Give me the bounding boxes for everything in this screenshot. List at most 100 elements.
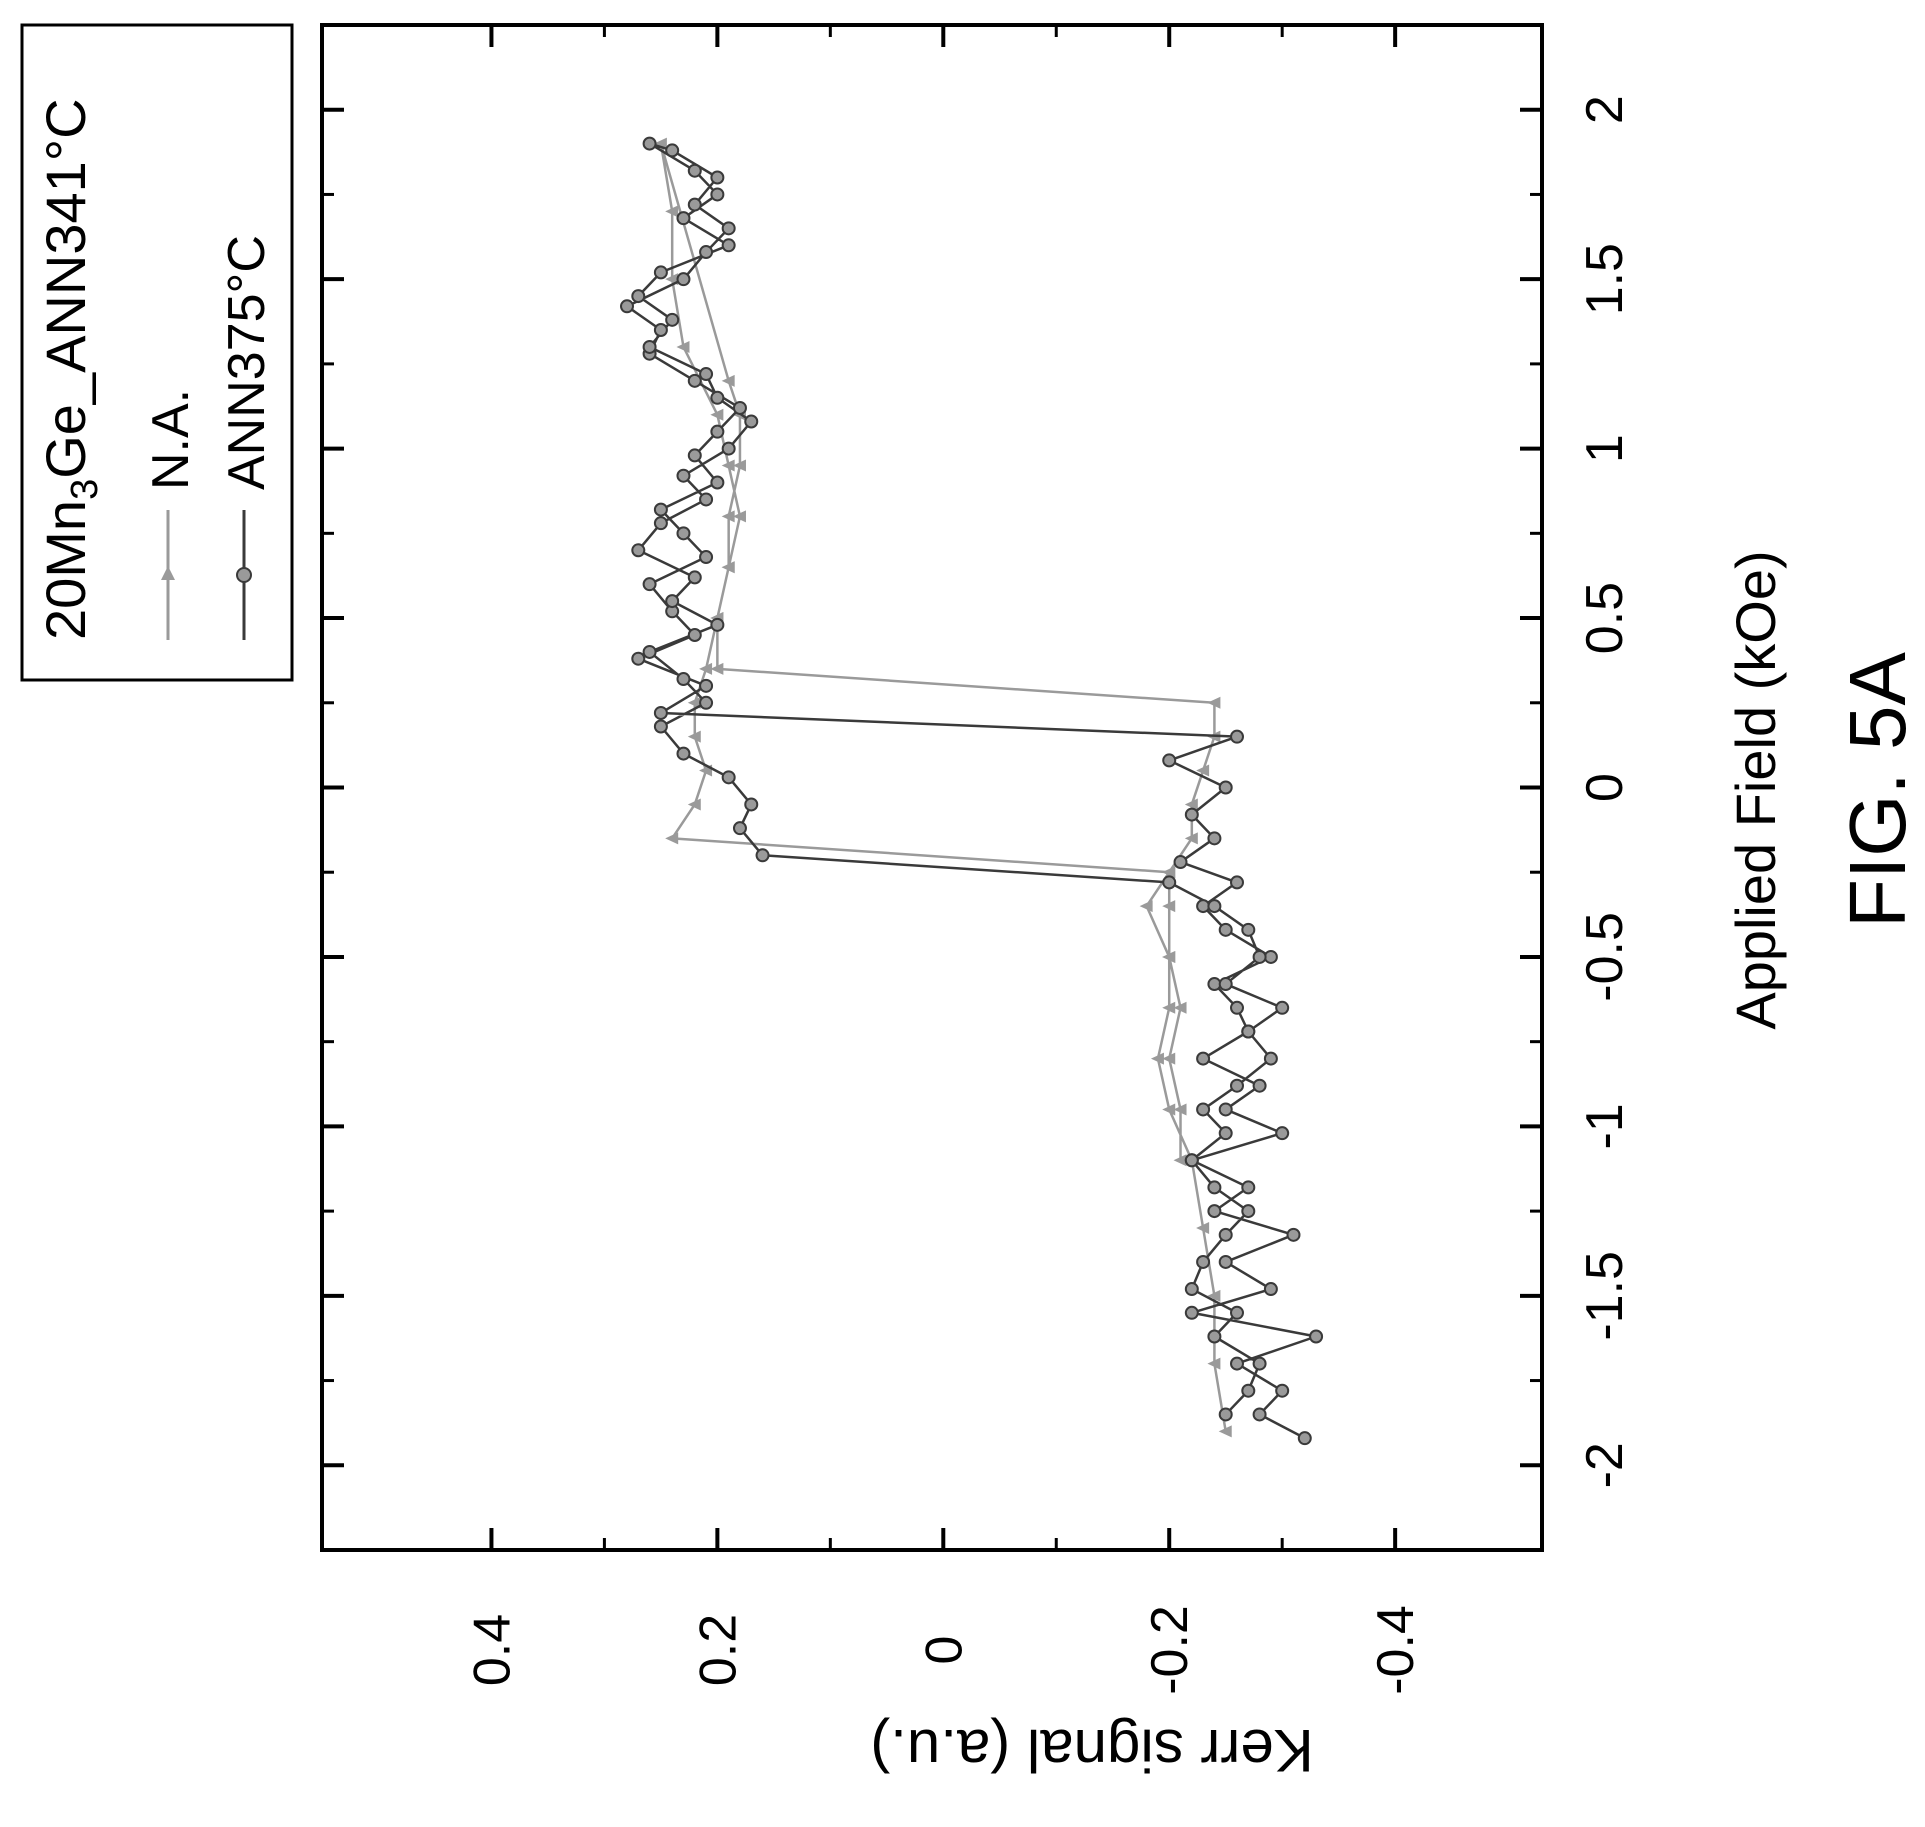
data-point bbox=[721, 221, 736, 236]
kerr-tick-label: 0.2 bbox=[689, 1614, 747, 1686]
data-point bbox=[676, 211, 691, 226]
field-tick-label: -0.5 bbox=[1576, 912, 1634, 1002]
data-point bbox=[721, 561, 735, 574]
data-point bbox=[1162, 1001, 1176, 1014]
data-point bbox=[699, 678, 714, 693]
data-point bbox=[1150, 1052, 1164, 1065]
data-point bbox=[1207, 1329, 1222, 1344]
data-point bbox=[1162, 1052, 1176, 1065]
data-point bbox=[1252, 1078, 1267, 1093]
data-point bbox=[1252, 1356, 1267, 1371]
data-point bbox=[665, 832, 679, 845]
series-ann375 bbox=[620, 136, 1324, 1446]
data-point bbox=[687, 570, 702, 585]
y-axis-label: Kerr signal (a.u.) bbox=[870, 1717, 1314, 1784]
field-tick-label: 1 bbox=[1576, 434, 1634, 463]
data-point bbox=[1218, 977, 1233, 992]
series-layer bbox=[620, 136, 1324, 1446]
data-point bbox=[676, 340, 690, 353]
data-point bbox=[1196, 1051, 1211, 1066]
legend-title: 20Mn3Ge_ANN341°C bbox=[34, 98, 106, 640]
data-point bbox=[631, 289, 646, 304]
series-line bbox=[659, 142, 1227, 1432]
data-point bbox=[721, 238, 736, 253]
data-point bbox=[1173, 1001, 1187, 1014]
figure-label: FIG. 5A bbox=[1833, 652, 1922, 928]
data-point bbox=[710, 170, 725, 185]
data-point bbox=[1196, 1102, 1211, 1117]
data-point bbox=[676, 672, 691, 687]
data-point bbox=[1230, 729, 1244, 744]
data-point bbox=[631, 651, 646, 666]
data-point bbox=[1184, 1282, 1199, 1297]
data-point bbox=[1241, 1180, 1256, 1195]
data-point bbox=[653, 516, 668, 531]
data-point bbox=[1184, 832, 1198, 845]
data-point bbox=[1196, 1222, 1210, 1235]
data-point bbox=[744, 414, 759, 429]
data-point bbox=[699, 550, 714, 565]
data-point bbox=[732, 459, 746, 472]
data-point bbox=[1230, 1305, 1244, 1320]
data-point bbox=[1218, 780, 1233, 795]
data-point bbox=[1275, 1000, 1290, 1015]
field-tick-label: 1.5 bbox=[1576, 243, 1634, 315]
data-point bbox=[1162, 950, 1176, 963]
data-point bbox=[1207, 1204, 1222, 1219]
data-point bbox=[1196, 899, 1211, 914]
data-point bbox=[676, 468, 691, 483]
kerr-tick-label: -0.2 bbox=[1141, 1605, 1199, 1695]
data-point bbox=[1162, 875, 1177, 890]
data-point bbox=[699, 662, 713, 675]
data-point bbox=[721, 374, 735, 387]
data-point bbox=[1263, 949, 1278, 964]
data-point bbox=[642, 577, 657, 592]
data-point bbox=[1173, 1103, 1187, 1116]
data-point bbox=[1207, 1180, 1222, 1195]
data-point bbox=[732, 400, 747, 415]
data-point bbox=[1218, 922, 1233, 937]
field-tick-label: 0 bbox=[1576, 773, 1634, 802]
data-point bbox=[721, 441, 736, 456]
data-point bbox=[1207, 977, 1222, 992]
data-point bbox=[687, 197, 702, 212]
data-point bbox=[1252, 1407, 1267, 1422]
data-point bbox=[1286, 1227, 1301, 1242]
data-point bbox=[642, 136, 657, 151]
data-point bbox=[631, 543, 646, 558]
data-point bbox=[1241, 1383, 1256, 1398]
data-point bbox=[653, 502, 668, 517]
data-point bbox=[1241, 1204, 1256, 1219]
data-point bbox=[687, 798, 701, 811]
data-point bbox=[1207, 696, 1221, 709]
data-point bbox=[1196, 764, 1210, 777]
data-point bbox=[687, 696, 701, 709]
field-tick-label: 2 bbox=[1576, 95, 1634, 124]
data-point bbox=[1173, 1154, 1187, 1167]
axis-tick-labels: -2 -1.5 -1 -0.5 0 0.5 1 1.5 2 0.4 0.2 0 -0.2 -0.4 bbox=[463, 95, 1634, 1695]
data-point bbox=[1263, 1051, 1278, 1066]
data-point bbox=[665, 594, 680, 609]
data-point bbox=[1275, 1126, 1290, 1141]
data-point bbox=[653, 719, 668, 734]
data-point bbox=[1230, 1000, 1244, 1015]
data-point bbox=[699, 245, 714, 260]
data-point bbox=[676, 746, 691, 761]
data-point bbox=[1184, 798, 1198, 811]
data-point bbox=[1173, 855, 1188, 870]
data-point bbox=[1207, 899, 1222, 914]
data-point bbox=[1252, 949, 1267, 964]
data-point bbox=[687, 373, 702, 388]
data-point bbox=[710, 662, 724, 675]
data-point bbox=[653, 265, 668, 280]
data-point bbox=[653, 323, 668, 337]
data-point bbox=[1218, 1102, 1233, 1117]
data-point bbox=[687, 628, 702, 642]
data-point bbox=[1139, 900, 1153, 913]
legend-marker-ann375 bbox=[236, 567, 252, 583]
kerr-tick-label: 0.4 bbox=[463, 1614, 521, 1686]
data-point bbox=[732, 510, 746, 523]
data-point bbox=[721, 459, 735, 472]
data-point bbox=[653, 705, 668, 720]
